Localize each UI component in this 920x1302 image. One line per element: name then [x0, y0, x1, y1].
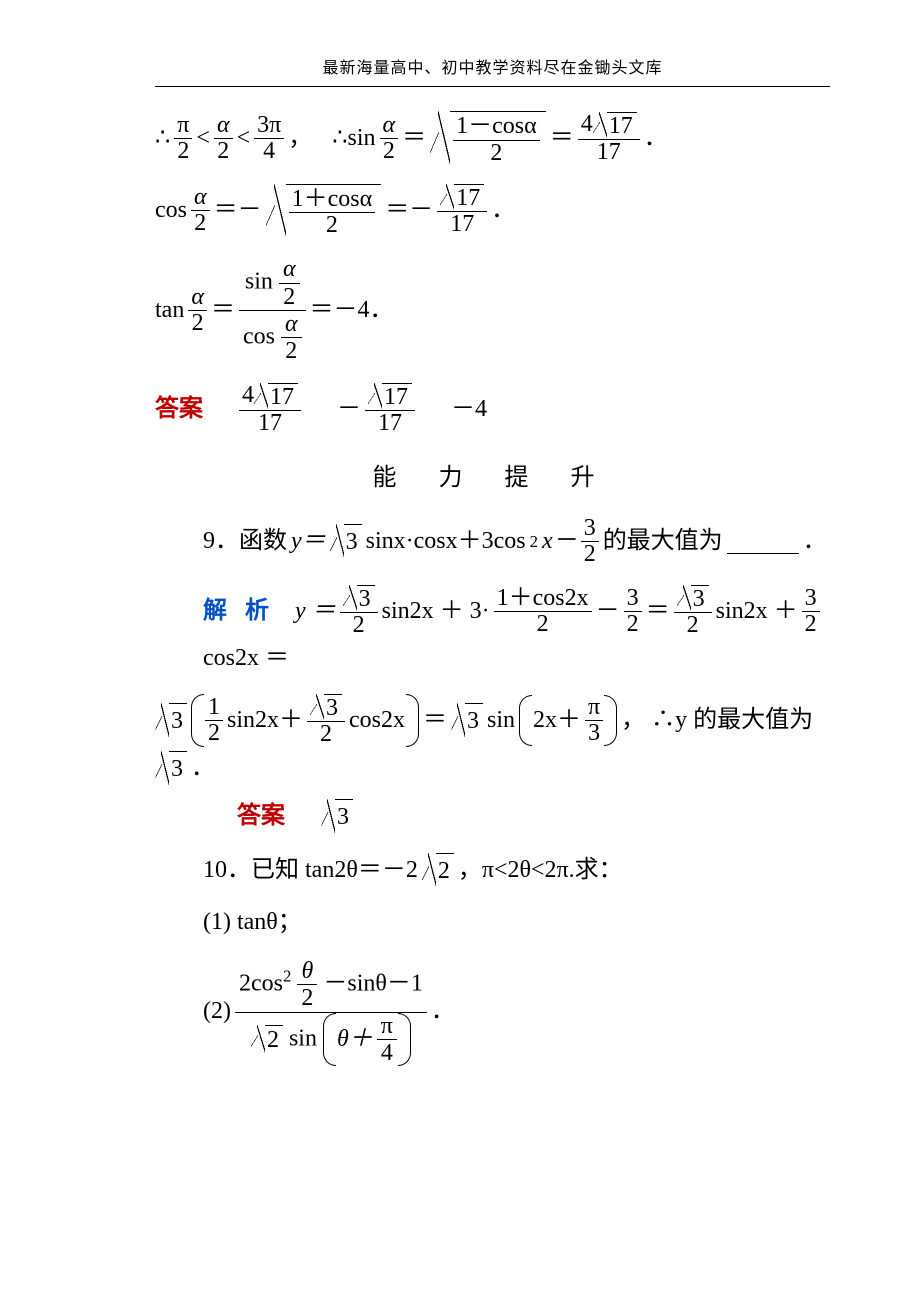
answer-label: 答案 — [155, 393, 203, 427]
solution-9-line2: 3 12 sin2x＋ 32 cos2x ＝ 3 sin 2x＋ π3 ， ∴y… — [155, 694, 830, 787]
question-10: 10．已知 tan2θ＝－2 2 ，π<2θ<2π.求： — [155, 853, 830, 889]
sqrt-expr-2: 1＋cosα2 — [266, 184, 382, 238]
paren-group-3: θ＋ π4 — [323, 1013, 411, 1067]
solution-label: 解 析 — [203, 595, 275, 629]
step-tan-half-alpha: tan α2 ＝ sin α2 cos α2 ＝－4． — [155, 256, 830, 365]
answer-block-1: 答案 417 17 － 17 17 －4 — [155, 383, 830, 436]
solution-9-line1: 解 析 y ＝ 32 sin2x ＋ 3· 1＋cos2x2 － 32 ＝ 32… — [155, 585, 830, 676]
page-header: 最新海量高中、初中教学资料尽在金锄头文库 — [155, 58, 830, 80]
answer-blank — [727, 529, 799, 554]
paren-group-2: 2x＋ π3 — [519, 695, 617, 746]
question-10-part1: (1) tanθ； — [155, 906, 830, 940]
paren-group-1: 12 sin2x＋ 32 cos2x — [191, 694, 419, 747]
header-rule — [155, 86, 830, 87]
question-9: 9．函数 y＝ 3 sinx·cosx＋3cos2x－ 32 的最大值为 ． — [155, 516, 830, 567]
page: 最新海量高中、初中教学资料尽在金锄头文库 ∴ π2 < α2 < 3π4 ， ∴… — [0, 0, 920, 1066]
therefore-1: ∴ — [155, 122, 170, 156]
answer-block-9: 答案 3 — [189, 799, 830, 835]
step-cos-half-alpha: cos α2 ＝－ 1＋cosα2 ＝－ 17 17 ． — [155, 184, 830, 238]
sqrt-expr-1: 1－cosα2 — [430, 111, 546, 165]
step-sin-half-alpha: ∴ π2 < α2 < 3π4 ， ∴sin α2 ＝ 1－cosα2 ＝ 41… — [155, 111, 830, 165]
section-title: 能 力 提 升 — [155, 462, 830, 496]
question-10-part2: (2) 2cos2 θ2 －sinθ－1 2 sin θ＋ π4 ． — [155, 958, 830, 1067]
answer-label-9: 答案 — [237, 800, 285, 834]
